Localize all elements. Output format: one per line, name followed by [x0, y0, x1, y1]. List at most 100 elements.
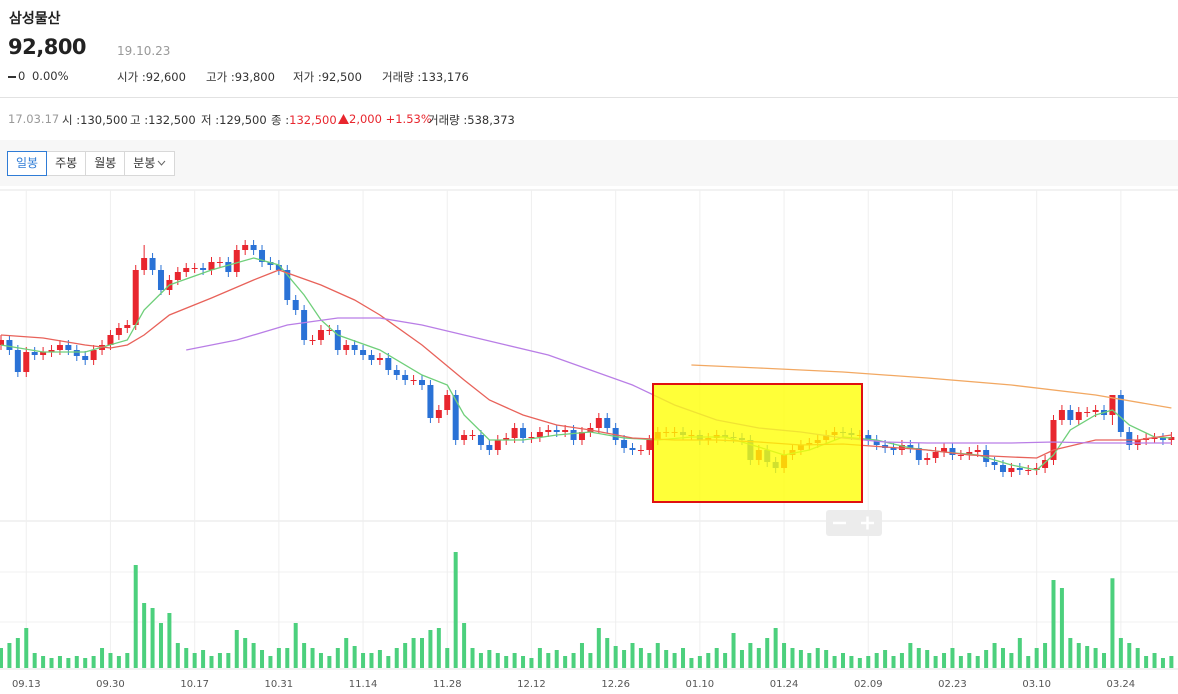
tab-label[interactable]: 분봉 — [133, 156, 156, 170]
info-item: 종 :132,500 — [271, 112, 337, 128]
info-value: 132,500 — [289, 113, 337, 127]
current-price: 92,800 — [8, 35, 87, 59]
candle-body — [991, 462, 998, 465]
up-triangle — [338, 114, 349, 124]
info-volume: 거래량 :538,373 — [428, 112, 515, 128]
candle-body — [562, 430, 569, 432]
info-item: 시 :130,500 — [62, 112, 128, 128]
stat: 고가 :93,800 — [206, 69, 275, 85]
volume-bar — [916, 648, 921, 668]
x-tick-label: 02.23 — [938, 679, 967, 690]
x-tick-label: 11.14 — [349, 679, 378, 690]
volume-bar — [782, 643, 787, 668]
zoom-control[interactable] — [826, 510, 882, 536]
candle-body — [343, 345, 350, 350]
candle-body — [334, 330, 341, 350]
candle-body — [1084, 412, 1091, 413]
info-item: 고 :132,500 — [130, 112, 196, 128]
candle-body — [570, 430, 577, 440]
volume-bar — [251, 643, 256, 668]
candle-body — [595, 418, 602, 428]
candle-body — [216, 262, 223, 263]
candle-body — [1067, 410, 1074, 420]
tab[interactable]: 월봉 — [85, 151, 126, 176]
candle-body — [410, 380, 417, 381]
x-tick-label: 01.24 — [770, 679, 799, 690]
candle-body — [368, 355, 375, 360]
candle-body — [469, 435, 476, 436]
volume-bar — [622, 650, 627, 668]
volume-bar — [302, 643, 307, 668]
volume-bar — [756, 648, 761, 668]
candle-body — [183, 268, 190, 272]
volume-bar — [327, 656, 332, 668]
candle-body — [360, 350, 367, 355]
candle-body — [242, 245, 249, 250]
volume-bar — [942, 653, 947, 668]
candle-body — [73, 350, 80, 356]
info-value: 130,500 — [80, 113, 128, 127]
candle-body — [528, 437, 535, 438]
candle-body — [317, 330, 324, 340]
candle-body — [141, 258, 148, 270]
volume-bar — [234, 630, 239, 668]
volume-bar — [57, 656, 62, 668]
info-change-value: 2,000 — [349, 112, 382, 126]
volume-bar — [588, 653, 593, 668]
stat-label: 거래량 : — [382, 70, 422, 84]
change-row: 0 0.00% — [8, 69, 69, 83]
volume-bar — [142, 603, 147, 668]
candle-body — [1126, 432, 1133, 445]
candle-body — [174, 272, 181, 280]
candle-body — [461, 435, 468, 440]
candle-body — [1168, 437, 1175, 440]
stat-label: 시가 : — [117, 70, 146, 84]
volume-bar — [411, 638, 416, 668]
volume-bar — [1152, 653, 1157, 668]
candle-body — [385, 358, 392, 370]
volume-bar — [521, 656, 526, 668]
candle-body — [31, 352, 38, 355]
candle-body — [1058, 410, 1065, 420]
volume-bar — [478, 653, 483, 668]
x-tick-label: 02.09 — [854, 679, 883, 690]
candle-body — [326, 330, 333, 331]
volume-bar — [344, 638, 349, 668]
volume-bar — [495, 653, 500, 668]
candle-body — [107, 335, 114, 345]
toolbar-band — [0, 140, 1178, 186]
candle-body — [267, 262, 274, 265]
moving-average-line — [691, 364, 1172, 409]
volume-bar — [849, 656, 854, 668]
candle-body — [1117, 395, 1124, 432]
candle-body — [520, 428, 527, 438]
volume-bar — [613, 646, 618, 668]
volume-bar — [512, 653, 517, 668]
candle-body — [452, 395, 459, 440]
candle-body — [444, 395, 451, 410]
divider — [0, 97, 1178, 98]
candle-body — [1016, 468, 1023, 470]
tab[interactable]: 주봉 — [46, 151, 87, 176]
volume-bar — [428, 630, 433, 668]
candle-body — [477, 435, 484, 445]
volume-bar — [984, 650, 989, 668]
candle-body — [292, 300, 299, 310]
tab-dropdown[interactable]: 분봉 — [124, 151, 176, 176]
volume-bar — [891, 656, 896, 668]
volume-bar — [655, 643, 660, 668]
stat-label: 저가 : — [293, 70, 322, 84]
volume-bar — [748, 643, 753, 668]
candle-body — [0, 340, 4, 345]
volume-bar — [445, 648, 450, 668]
tab[interactable]: 일봉 — [7, 151, 48, 176]
volume-bar — [175, 643, 180, 668]
candle-body — [1159, 438, 1166, 440]
info-item: 저 :129,500 — [201, 112, 267, 128]
volume-bar — [1000, 648, 1005, 668]
volume-bar — [310, 648, 315, 668]
candle-body — [82, 356, 89, 360]
volume-bar — [1034, 648, 1039, 668]
volume-bar — [647, 653, 652, 668]
